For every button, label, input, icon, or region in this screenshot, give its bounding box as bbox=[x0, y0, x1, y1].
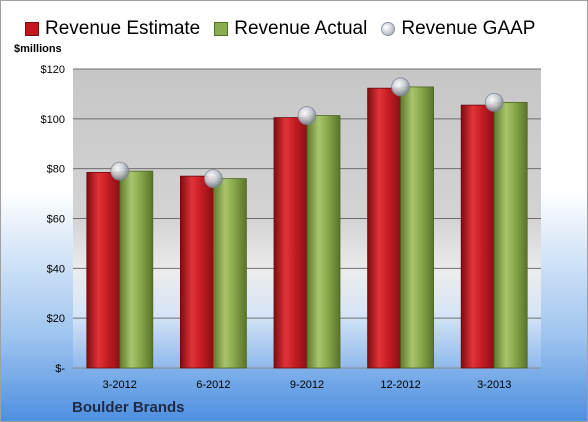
marker-gaap bbox=[203, 169, 223, 189]
y-tick-label: $20 bbox=[47, 313, 65, 325]
y-tick-label: $120 bbox=[41, 64, 65, 76]
y-axis-units-label: $millions bbox=[14, 43, 62, 55]
legend-swatch-gaap bbox=[381, 22, 396, 36]
y-tick-label: $100 bbox=[41, 114, 65, 126]
y-tick-label: $80 bbox=[47, 164, 65, 176]
bar-actual bbox=[400, 86, 435, 369]
bar-estimate bbox=[179, 175, 214, 369]
legend-label-estimate: Revenue Estimate bbox=[45, 18, 201, 39]
marker-gaap bbox=[297, 106, 317, 125]
legend-label-actual: Revenue Actual bbox=[234, 18, 368, 39]
bar-actual bbox=[306, 115, 341, 369]
y-tick-label: $60 bbox=[47, 214, 65, 226]
company-name: Boulder Brands bbox=[72, 399, 185, 416]
y-tick-label: $40 bbox=[47, 263, 65, 275]
legend-swatch-estimate bbox=[25, 22, 39, 36]
bar-actual bbox=[212, 178, 247, 369]
x-tick-label: 6-2012 bbox=[196, 379, 230, 391]
chart-legend: Revenue Estimate Revenue Actual Revenue … bbox=[25, 17, 549, 41]
marker-gaap bbox=[110, 161, 130, 181]
marker-gaap bbox=[391, 77, 411, 97]
x-tick-label: 3-2013 bbox=[477, 379, 511, 391]
bar-estimate bbox=[367, 87, 402, 369]
x-tick-label: 3-2012 bbox=[103, 379, 137, 391]
bar-actual bbox=[119, 170, 154, 369]
legend-item-estimate: Revenue Estimate bbox=[25, 18, 200, 40]
bar-estimate bbox=[460, 104, 495, 369]
legend-item-gaap: Revenue GAAP bbox=[381, 18, 535, 40]
y-tick-label: $- bbox=[55, 363, 65, 375]
legend-swatch-actual bbox=[214, 22, 229, 36]
marker-gaap bbox=[484, 92, 504, 112]
bar-estimate bbox=[273, 117, 308, 369]
bar-actual bbox=[493, 101, 528, 369]
legend-label-gaap: Revenue GAAP bbox=[401, 18, 536, 39]
legend-item-actual: Revenue Actual bbox=[214, 18, 367, 40]
x-tick-label: 9-2012 bbox=[290, 379, 324, 391]
bar-estimate bbox=[86, 172, 121, 369]
x-tick-label: 12-2012 bbox=[380, 379, 420, 391]
